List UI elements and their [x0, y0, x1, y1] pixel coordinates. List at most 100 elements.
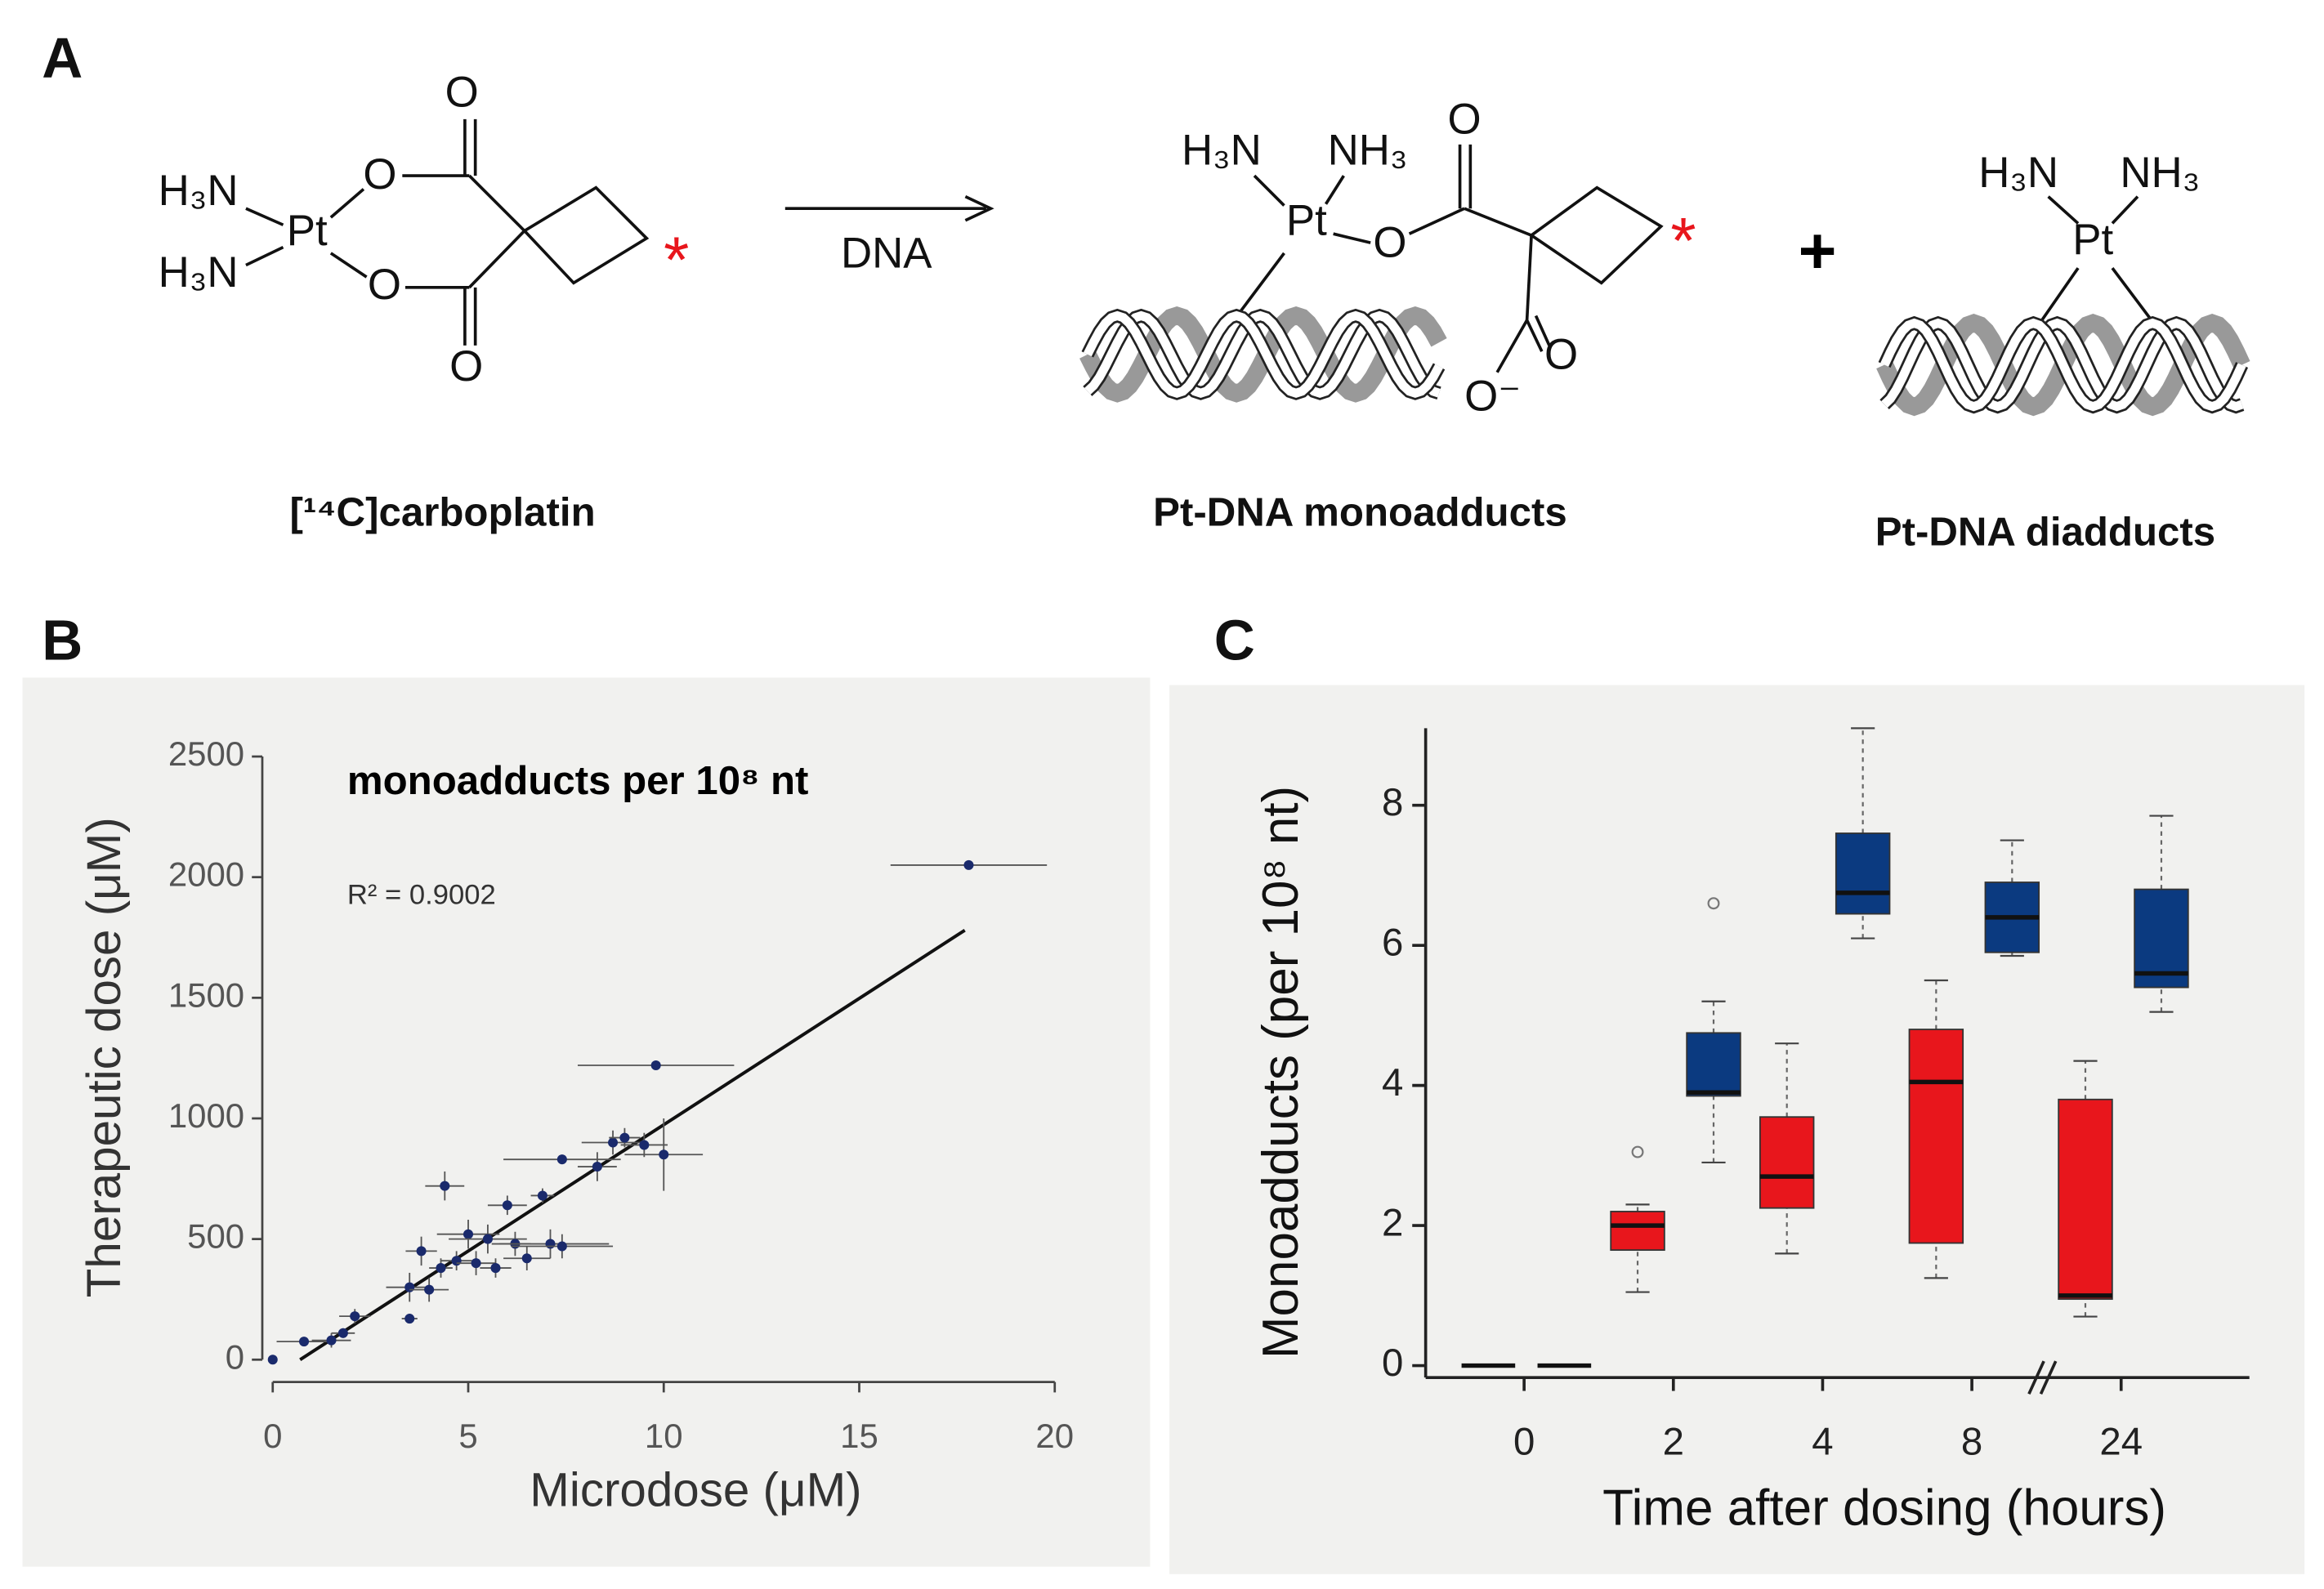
point [404, 1282, 415, 1292]
y-tick-label: 4 [1382, 1061, 1403, 1105]
atom-label: O [1544, 330, 1578, 378]
atom-label: NH₃ [1328, 127, 1408, 175]
point [659, 1149, 669, 1160]
point [490, 1263, 501, 1274]
y-tick-label: 2000 [168, 855, 244, 894]
x-tick-label: 10 [645, 1417, 683, 1455]
dna-strand [1084, 310, 1441, 398]
box [1835, 832, 1891, 915]
x-axis-title: Microdose (μM) [530, 1464, 861, 1517]
x-tick-label: 5 [458, 1417, 477, 1455]
reaction-arrow [784, 194, 994, 222]
y-axis-title: Monoadducts (per 10⁸ nt) [1253, 786, 1309, 1359]
dna-strand [1083, 310, 1443, 398]
y-axis-title: Therapeutic dose (μM) [78, 817, 131, 1297]
box [1908, 1029, 1964, 1244]
point [545, 1239, 556, 1249]
point [404, 1314, 415, 1324]
panel-b-background [22, 677, 1151, 1567]
dna-strand [1881, 318, 2244, 412]
monoadduct-bonds [1238, 144, 1664, 373]
panel-letter: B [42, 609, 83, 672]
y-tick-label: 1500 [168, 975, 244, 1014]
x-tick-label: 24 [2099, 1421, 2143, 1464]
dna-helix [1079, 306, 1447, 403]
point [436, 1263, 446, 1274]
atom-label: Pt [1286, 196, 1327, 244]
atom-label: O [1447, 95, 1481, 143]
x-axis-title: Time after dosing (hours) [1602, 1480, 2166, 1537]
point [337, 1328, 348, 1338]
y-tick-label: 6 [1382, 922, 1403, 965]
box [2134, 888, 2189, 989]
point [350, 1311, 360, 1322]
point [416, 1246, 427, 1256]
y-tick-label: 2500 [168, 734, 244, 773]
y-tick-label: 0 [1382, 1341, 1403, 1385]
point [440, 1181, 450, 1191]
outlier [1631, 1145, 1644, 1158]
x-tick-label: 0 [263, 1417, 282, 1455]
point [424, 1284, 435, 1295]
y-tick-label: 8 [1382, 781, 1403, 824]
point [451, 1256, 462, 1266]
annotation: R² = 0.9002 [347, 880, 496, 911]
point [556, 1241, 567, 1252]
y-tick-label: 500 [187, 1217, 244, 1256]
dna-helix [1876, 313, 2250, 417]
caption: Pt-DNA monoadducts [1153, 490, 1567, 535]
point [502, 1200, 512, 1211]
atom-label: H₃N [1978, 149, 2058, 197]
axis-break [2027, 1360, 2058, 1395]
point [592, 1162, 602, 1172]
atom-label: H₃N [159, 167, 239, 215]
point [482, 1234, 493, 1244]
point [521, 1253, 532, 1264]
reactant-bonds [245, 118, 650, 346]
atom-label: O [368, 261, 401, 309]
atom-label: Pt [287, 207, 328, 255]
box [1610, 1211, 1665, 1252]
atom-label: Pt [2072, 216, 2113, 264]
y-tick-label: 1000 [168, 1096, 244, 1135]
diadduct-bonds [2039, 195, 2154, 323]
point [267, 1355, 278, 1365]
point [639, 1140, 650, 1150]
box [1759, 1116, 1815, 1209]
box [2058, 1098, 2113, 1301]
point [619, 1132, 630, 1143]
panel-letter: A [42, 26, 83, 90]
plus-sign: + [1799, 214, 1837, 288]
atom-label: O [1373, 219, 1406, 267]
atom-label: O [363, 150, 396, 199]
chart-title: monoadducts per 10⁸ nt [347, 758, 809, 803]
panel-letter: C [1214, 609, 1255, 672]
point [537, 1190, 547, 1201]
y-tick-label: 0 [226, 1337, 244, 1376]
atom-label: O [449, 342, 483, 391]
atom-label: * [1670, 203, 1696, 277]
arrow-label: DNA [841, 230, 932, 278]
dna-strand [1880, 318, 2246, 412]
atom-label: H₃N [1182, 127, 1262, 175]
atom-label: * [664, 223, 689, 297]
x-tick-label: 15 [840, 1417, 878, 1455]
caption: Pt-DNA diadducts [1875, 509, 2215, 554]
point [650, 1060, 661, 1071]
atom-label: O [445, 69, 479, 117]
atom-label: H₃N [159, 248, 239, 297]
x-tick-label: 4 [1812, 1421, 1833, 1464]
point [963, 859, 974, 870]
y-tick-label: 2 [1382, 1202, 1403, 1245]
panel-c-background [1169, 685, 2305, 1574]
x-tick-label: 0 [1513, 1421, 1535, 1464]
atom-label: NH₃ [2120, 149, 2200, 197]
x-tick-label: 8 [1961, 1421, 1982, 1464]
point [463, 1229, 474, 1239]
outlier [1707, 897, 1720, 910]
point [471, 1258, 481, 1269]
point [556, 1154, 567, 1165]
point [608, 1137, 619, 1148]
x-tick-label: 20 [1035, 1417, 1074, 1455]
